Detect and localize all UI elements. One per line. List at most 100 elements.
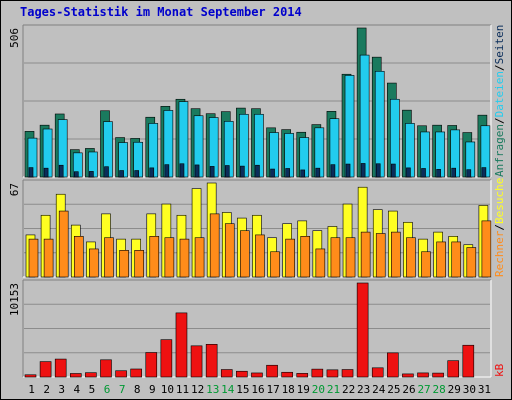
legend-kb: kB (493, 363, 506, 377)
x-tick-label-day-14: 14 (221, 383, 235, 396)
bar-rechner-day-23 (360, 231, 371, 278)
panel-3-ymax-label: 10153 (8, 283, 21, 316)
bar-kb-day-21 (326, 369, 339, 378)
chart-title: Tages-Statistik im Monat September 2014 (20, 5, 302, 19)
bar-kb-day-19 (296, 373, 309, 378)
bar-kb-day-20 (311, 368, 324, 378)
bar-rechner-day-17 (270, 251, 280, 278)
panel-1-legend: Anfragen/Dateien/Seiten (493, 25, 506, 177)
bar-kb-day-22 (341, 369, 354, 378)
bar-rechner-day-7 (119, 250, 129, 278)
bar-rechner-day-27 (421, 251, 431, 278)
bar-seiten-day-8 (134, 170, 139, 178)
bar-kb-day-8 (130, 368, 142, 378)
bar-kb-day-13 (205, 344, 218, 378)
bar-seiten-day-26 (406, 167, 411, 178)
bar-rechner-day-14 (224, 223, 235, 278)
bar-kb-day-24 (371, 367, 384, 378)
x-tick-label-day-26: 26 (402, 383, 415, 396)
x-tick-label-day-11: 11 (176, 383, 189, 396)
x-tick-label-day-18: 18 (282, 383, 295, 396)
legend-besuche: Besuche (493, 178, 506, 224)
bar-dateien-day-22 (344, 75, 355, 178)
bar-rechner-day-4 (73, 236, 84, 278)
bar-kb-day-9 (145, 352, 158, 378)
bar-kb-day-30 (462, 344, 475, 378)
bar-rechner-day-16 (255, 234, 265, 278)
bar-rechner-day-11 (179, 238, 190, 278)
bar-seiten-day-4 (73, 171, 79, 178)
x-tick-label-day-21: 21 (327, 383, 340, 396)
bar-seiten-day-6 (104, 166, 109, 178)
bar-seiten-day-22 (345, 163, 351, 178)
bar-rechner-day-20 (315, 248, 326, 278)
bar-seiten-day-15 (240, 165, 245, 178)
bar-rechner-day-15 (240, 230, 250, 278)
x-tick-label-day-8: 8 (134, 383, 141, 396)
bar-kb-day-7 (115, 370, 127, 378)
bar-rechner-day-2 (43, 238, 54, 278)
bar-seiten-day-18 (285, 168, 290, 178)
bar-rechner-day-22 (345, 237, 356, 278)
x-tick-label-day-2: 2 (43, 383, 50, 396)
bar-rechner-day-10 (164, 237, 175, 278)
bar-seiten-day-21 (330, 164, 336, 178)
bar-rechner-day-30 (466, 247, 477, 278)
x-tick-label-day-1: 1 (28, 383, 35, 396)
x-tick-label-day-25: 25 (387, 383, 400, 396)
bar-kb-day-3 (54, 358, 67, 378)
bar-dateien-day-24 (374, 70, 385, 178)
bar-rechner-day-8 (134, 250, 144, 278)
bar-seiten-day-20 (315, 167, 321, 178)
x-tick-label-day-23: 23 (357, 383, 370, 396)
bar-seiten-day-25 (391, 163, 396, 178)
legend-separator: / (493, 64, 506, 71)
bar-rechner-day-21 (330, 237, 341, 278)
bar-kb-day-18 (281, 371, 293, 378)
bar-seiten-day-13 (209, 166, 215, 178)
legend-separator: / (493, 117, 506, 124)
bar-seiten-day-3 (58, 164, 64, 178)
bar-rechner-day-6 (104, 237, 114, 278)
x-tick-label-day-27: 27 (417, 383, 430, 396)
x-tick-label-day-19: 19 (297, 383, 310, 396)
x-tick-label-day-17: 17 (266, 383, 279, 396)
legend-anfragen: Anfragen (493, 124, 506, 177)
bar-rechner-day-29 (451, 241, 462, 278)
bar-rechner-day-5 (89, 248, 99, 278)
bar-rechner-day-12 (194, 237, 205, 278)
bar-rechner-day-13 (209, 213, 220, 278)
bar-seiten-day-28 (436, 169, 441, 178)
x-tick-label-day-13: 13 (206, 383, 219, 396)
bar-kb-day-16 (251, 372, 263, 378)
bar-seiten-day-19 (300, 169, 306, 178)
bar-seiten-day-27 (421, 168, 426, 178)
bar-seiten-day-2 (43, 167, 49, 178)
x-tick-label-day-15: 15 (236, 383, 249, 396)
bar-seiten-day-24 (375, 163, 381, 178)
bar-rechner-day-24 (375, 233, 386, 278)
bar-seiten-day-23 (360, 163, 366, 178)
bar-seiten-day-30 (466, 169, 472, 178)
bar-rechner-day-25 (391, 231, 401, 278)
bar-kb-day-10 (160, 339, 173, 378)
bar-kb-day-27 (417, 372, 429, 378)
x-tick-label-day-12: 12 (191, 383, 204, 396)
x-tick-label-day-5: 5 (89, 383, 96, 396)
bar-seiten-day-5 (89, 171, 94, 178)
x-tick-label-day-20: 20 (312, 383, 325, 396)
bar-kb-day-6 (100, 359, 112, 378)
x-tick-label-day-4: 4 (74, 383, 81, 396)
bar-rechner-day-19 (300, 236, 311, 278)
bar-kb-day-5 (85, 372, 97, 378)
bar-seiten-day-12 (194, 164, 200, 178)
bar-kb-day-28 (432, 372, 444, 378)
bar-seiten-day-31 (481, 167, 487, 178)
panel-3-legend: kB (493, 363, 506, 377)
bar-seiten-day-7 (119, 170, 124, 178)
bar-seiten-day-11 (179, 163, 185, 178)
x-tick-label-day-28: 28 (433, 383, 446, 396)
bar-kb-day-11 (175, 312, 188, 378)
bar-rechner-day-3 (58, 210, 69, 278)
x-tick-label-day-29: 29 (448, 383, 461, 396)
